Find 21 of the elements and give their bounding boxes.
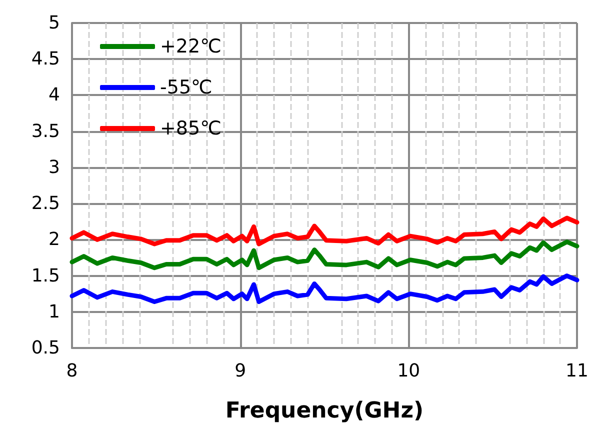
x-tick-label: 8 — [66, 360, 78, 382]
y-tick-label: 1 — [48, 301, 60, 322]
y-tick-label: 1.5 — [31, 265, 60, 286]
x-axis-title: Frequency(GHz) — [225, 398, 424, 424]
legend-label: +22℃ — [160, 36, 222, 58]
y-tick-label: 4 — [48, 84, 60, 106]
legend-label: -55℃ — [160, 76, 212, 98]
y-tick-label: 5 — [48, 12, 60, 34]
x-tick-label: 10 — [397, 360, 420, 382]
line-series — [70, 216, 580, 246]
x-tick-label: 11 — [566, 360, 588, 382]
x-tick-label: 9 — [234, 360, 246, 382]
y-tick-label: 2.5 — [31, 193, 60, 214]
y-tick-label: 3.5 — [31, 120, 60, 142]
y-tick-label: 3 — [48, 156, 60, 178]
y-tick-label: 2 — [48, 229, 60, 250]
line-series — [70, 240, 580, 270]
y-tick-label: 0.5 — [31, 338, 60, 358]
y-tick-label: 4.5 — [31, 48, 60, 70]
legend-label: +85℃ — [160, 118, 222, 140]
line-series — [70, 274, 580, 304]
